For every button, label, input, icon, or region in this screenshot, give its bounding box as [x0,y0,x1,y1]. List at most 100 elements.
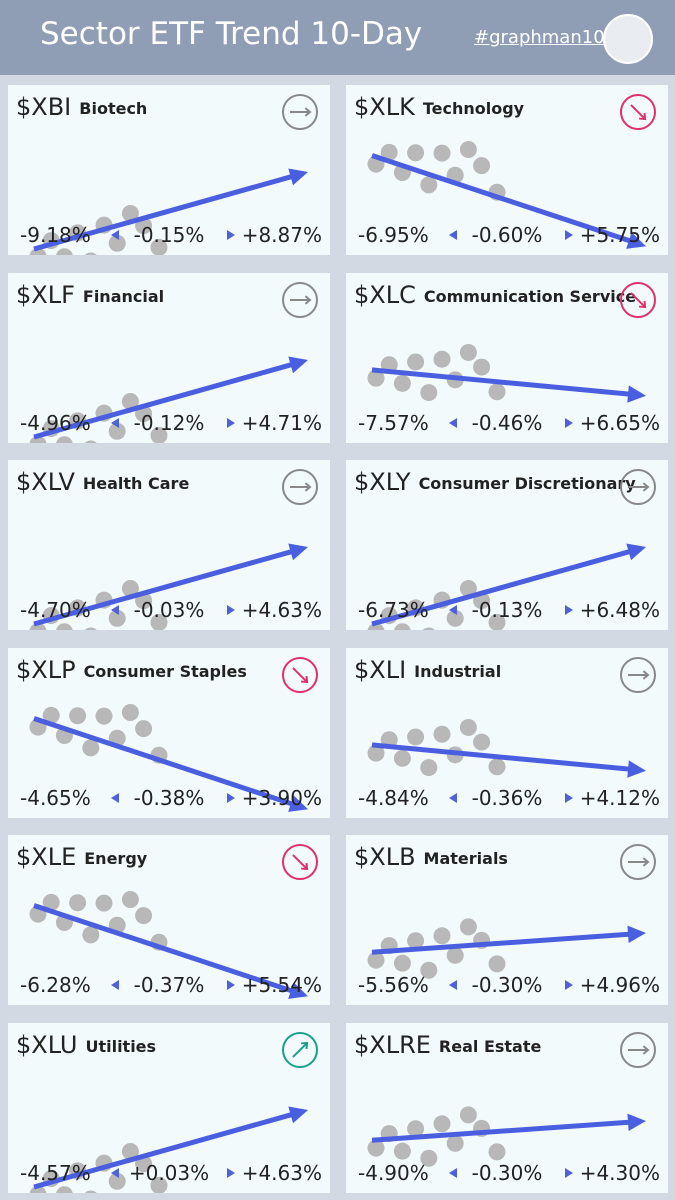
trend-arrow [33,172,299,252]
dot [42,706,60,724]
dot [420,176,438,194]
left-marker [111,230,119,240]
trend-icon [620,656,656,693]
dot [433,725,451,743]
change-value: -0.30% [472,1161,543,1185]
dot [393,954,411,972]
dot [150,613,168,630]
dot [82,926,100,944]
right-marker [227,792,235,803]
dot [488,613,506,630]
dot [433,144,451,162]
dot [29,1185,47,1193]
ticker: $XLU [16,1031,77,1059]
left-marker [111,417,119,428]
low-value: -6.73% [358,598,429,622]
card-graphic: $XLP Consumer Staples -4.65% -0.38% +3.90% [16,656,322,812]
card: $XLK Technology -6.95% -0.60% +5.75% [346,85,668,255]
dot [42,893,60,911]
right-marker [565,605,573,615]
icon-head [301,675,309,683]
dot [422,627,435,630]
dot [459,1105,477,1123]
change-value: -0.37% [134,973,205,997]
dot [108,234,126,252]
trend-arrow [33,359,299,439]
ticker: $XLY [354,468,411,496]
icon-shaft [292,854,308,870]
card-graphic: $XLB Materials -5.56% -0.30% +4.96% [354,843,660,997]
avatar [603,14,653,64]
card-graphic: $XLU Utilities -4.57% +0.03% +4.63% [16,1031,322,1193]
high-value: +8.87% [242,223,322,247]
dot [84,440,97,443]
dot [407,352,425,370]
dot [108,609,126,627]
dot [135,907,153,925]
card: $XLI Industrial -4.84% -0.36% +4.12% [346,647,668,818]
change-value: -0.03% [134,598,205,622]
arrow-head [288,543,308,561]
change-value: -0.30% [472,973,543,997]
dot [459,343,477,361]
trend-icon [282,656,318,693]
icon-shaft [292,1041,308,1058]
high-value: +5.54% [242,973,322,997]
ticker: $XLE [16,843,76,871]
arrow-head [288,982,308,999]
dot [459,140,477,158]
trend-icon [620,94,656,130]
card-graphic: $XLRE Real Estate -4.90% -0.30% +4.30% [354,1031,660,1185]
card-graphic: $XLV Health Care -4.70% -0.03% +4.63% [16,468,322,630]
card: $XLB Materials -5.56% -0.30% +4.96% [346,835,668,1005]
change-value: -0.38% [134,786,205,810]
low-value: -4.65% [20,786,91,810]
handle[interactable]: #graphman100 [474,27,617,48]
trend-arrow [33,547,299,627]
dot [56,623,73,630]
card-graphic: $XLI Industrial -4.84% -0.36% +4.12% [354,656,660,810]
dot [473,733,491,751]
trend-icon [282,844,318,880]
high-value: +6.65% [580,411,660,435]
dot [84,1190,97,1193]
high-value: +6.48% [580,598,660,622]
right-marker [227,1167,235,1178]
dot [433,1114,451,1132]
trend-arrow [33,715,299,808]
card-graphic: $XLY Consumer Discretionary -6.73% -0.13% +6… [354,468,660,630]
right-marker [227,417,235,428]
ticker: $XLK [354,93,416,121]
trend-icon [282,281,318,318]
high-value: +4.71% [242,411,322,435]
dot [367,951,385,969]
icon-head [304,294,312,305]
dot [459,918,477,936]
dot [108,1172,126,1190]
dot [367,744,385,762]
dot [407,932,425,950]
high-value: +4.30% [580,1161,660,1185]
high-value: +4.12% [580,786,660,810]
sector-name: Communication Service [424,287,636,306]
high-value: +4.63% [242,598,322,622]
icon-head [642,1044,650,1055]
low-value: -4.96% [20,411,91,435]
dot [473,358,491,376]
arrow-head [627,1113,646,1131]
trend-icon [620,469,656,505]
dot [121,392,139,410]
dot [56,435,73,443]
trend-arrow [371,931,637,955]
low-value: -5.56% [358,973,429,997]
dot [29,247,47,255]
sector-name: Utilities [85,1037,156,1056]
dot [367,1139,385,1157]
left-marker [449,1167,457,1178]
dot [393,374,411,392]
dot [121,1142,139,1160]
arrow-head [288,1105,308,1123]
right-marker [227,980,235,990]
change-value: -0.46% [472,411,543,435]
title: Sector ETF Trend 10-Day [40,16,423,52]
